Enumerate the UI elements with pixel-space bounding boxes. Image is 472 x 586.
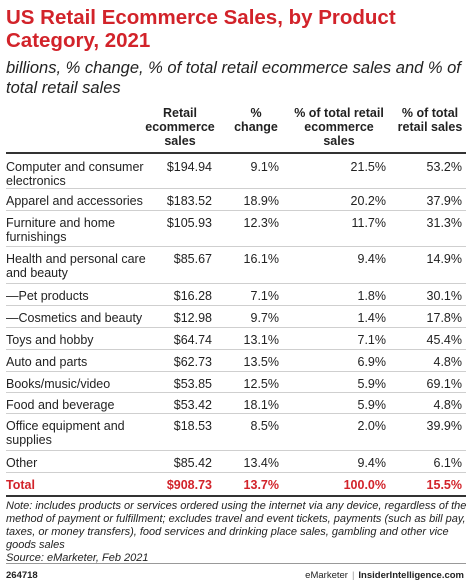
row-category: Books/music/video — [6, 377, 111, 391]
row-change: 16.1% — [243, 252, 279, 266]
row-change: 12.3% — [243, 216, 279, 230]
row-change: 13.4% — [243, 456, 279, 470]
row-divider — [6, 349, 466, 350]
row-category: Apparel and accessories — [6, 194, 143, 208]
row-divider — [6, 472, 466, 473]
source-text: Source: eMarketer, Feb 2021 — [6, 552, 149, 564]
row-share-ecom: 7.1% — [357, 333, 387, 347]
row-share-retail: 14.9% — [426, 252, 462, 266]
row-divider — [6, 413, 466, 414]
row-sales: $64.74 — [173, 333, 212, 347]
row-sales: $53.85 — [173, 377, 212, 391]
row-share-retail: 53.2% — [426, 160, 462, 174]
row-divider — [6, 450, 466, 451]
row-share-retail: 45.4% — [426, 333, 462, 347]
row-change: 9.7% — [250, 311, 280, 325]
row-change: 18.9% — [243, 194, 279, 208]
row-category: Toys and hobby — [6, 333, 94, 347]
total-share-ecom: 100.0% — [343, 478, 386, 492]
row-divider — [6, 210, 466, 211]
chart-subtitle: billions, % change, % of total retail ec… — [6, 59, 461, 97]
row-change: 13.5% — [243, 355, 279, 369]
column-header-share-retail: % of total retail sales — [397, 106, 463, 134]
row-sales: $12.98 — [173, 311, 212, 325]
brand-separator: | — [351, 570, 355, 581]
row-share-retail: 4.8% — [433, 398, 463, 412]
total-category: Total — [6, 478, 35, 492]
row-change: 7.1% — [250, 289, 280, 303]
row-share-retail: 17.8% — [426, 311, 462, 325]
row-change: 9.1% — [250, 160, 280, 174]
brand-emarketer: eMarketer — [305, 570, 348, 581]
row-share-ecom: 9.4% — [357, 252, 387, 266]
chart-id: 264718 — [6, 570, 38, 581]
total-share-retail: 15.5% — [426, 478, 462, 492]
column-header-sales: Retail ecommerce sales — [145, 106, 215, 148]
footer-rule — [6, 563, 466, 564]
row-sales: $194.94 — [166, 160, 212, 174]
row-share-retail: 69.1% — [426, 377, 462, 391]
total-change: 13.7% — [243, 478, 279, 492]
row-share-retail: 39.9% — [426, 419, 462, 433]
column-header-change: % change — [234, 106, 278, 134]
row-share-ecom: 11.7% — [351, 216, 386, 230]
row-share-retail: 4.8% — [433, 355, 463, 369]
row-category: —Cosmetics and beauty — [6, 311, 143, 325]
row-share-ecom: 1.4% — [357, 311, 387, 325]
row-category: Other — [6, 456, 38, 470]
header-rule — [6, 152, 466, 154]
row-sales: $62.73 — [173, 355, 212, 369]
row-change: 13.1% — [243, 333, 279, 347]
footer-brand: eMarketer | InsiderIntelligence.com — [305, 570, 464, 581]
row-category: Furniture and home furnishings — [6, 216, 116, 244]
row-sales: $105.93 — [166, 216, 212, 230]
row-category: Computer and consumer electronics — [6, 160, 144, 188]
footnote: Note: includes products or services orde… — [6, 500, 468, 565]
row-category: —Pet products — [6, 289, 89, 303]
row-category: Food and beverage — [6, 398, 115, 412]
row-sales: $53.42 — [173, 398, 212, 412]
row-divider — [6, 327, 466, 328]
row-sales: $85.67 — [173, 252, 212, 266]
row-category: Auto and parts — [6, 355, 88, 369]
row-share-ecom: 2.0% — [357, 419, 387, 433]
column-header-share-ecom: % of total retail ecommerce sales — [294, 106, 384, 148]
row-share-ecom: 9.4% — [357, 456, 387, 470]
row-sales: $85.42 — [173, 456, 212, 470]
row-divider — [6, 392, 466, 393]
row-sales: $18.53 — [173, 419, 212, 433]
row-share-ecom: 5.9% — [357, 377, 387, 391]
row-share-retail: 30.1% — [426, 289, 462, 303]
total-sales: $908.73 — [166, 478, 212, 492]
row-change: 18.1% — [243, 398, 279, 412]
row-share-ecom: 5.9% — [357, 398, 387, 412]
row-sales: $16.28 — [173, 289, 212, 303]
chart-title: US Retail Ecommerce Sales, by Product Ca… — [6, 6, 396, 52]
row-share-ecom: 20.2% — [350, 194, 386, 208]
row-share-retail: 37.9% — [426, 194, 462, 208]
note-text: Note: includes products or services orde… — [6, 500, 467, 551]
row-divider — [6, 305, 466, 306]
row-sales: $183.52 — [166, 194, 212, 208]
brand-insider-intelligence: InsiderIntelligence.com — [358, 570, 464, 581]
row-share-ecom: 1.8% — [357, 289, 387, 303]
row-share-ecom: 6.9% — [357, 355, 387, 369]
row-share-ecom: 21.5% — [350, 160, 386, 174]
row-divider — [6, 188, 466, 189]
row-category: Office equipment and supplies — [6, 419, 125, 447]
row-change: 12.5% — [243, 377, 279, 391]
row-share-retail: 6.1% — [433, 456, 463, 470]
row-change: 8.5% — [250, 419, 280, 433]
row-divider — [6, 371, 466, 372]
row-share-retail: 31.3% — [426, 216, 462, 230]
total-rule — [6, 495, 466, 497]
row-divider — [6, 283, 466, 284]
row-divider — [6, 246, 466, 247]
row-category: Health and personal care and beauty — [6, 252, 146, 280]
